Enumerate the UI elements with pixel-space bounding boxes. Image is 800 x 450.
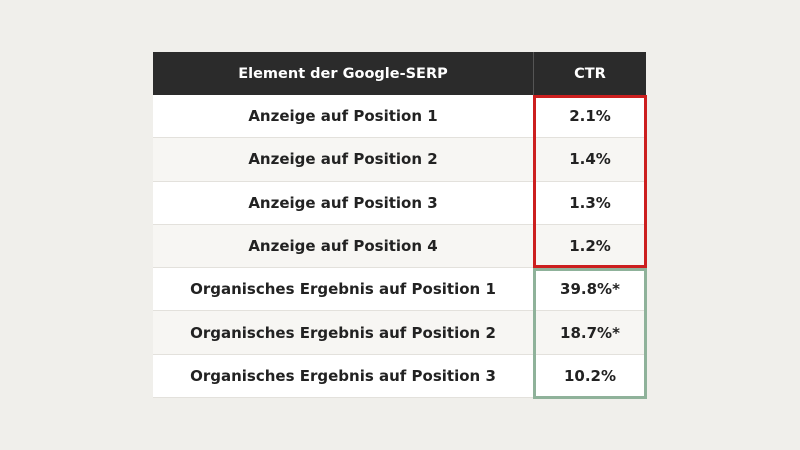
- ctr-value: 1.4%: [533, 138, 646, 181]
- ctr-value: 2.1%: [533, 95, 646, 138]
- ctr-value: 1.3%: [533, 181, 646, 224]
- serp-element: Organisches Ergebnis auf Position 1: [190, 280, 496, 299]
- table-row: Organisches Ergebnis auf Position 1 39.8%…: [153, 268, 646, 312]
- column-header: CTR: [533, 52, 646, 95]
- serp-element: Anzeige auf Position 3: [248, 193, 438, 212]
- table-row: Anzeige auf Position 3 1.3%: [153, 181, 646, 225]
- table-row: Organisches Ergebnis auf Position 3 10.2%: [153, 354, 646, 399]
- ctr-value: 39.8%*: [533, 268, 646, 311]
- column-header: Element der Google-SERP: [238, 65, 448, 82]
- serp-element: Organisches Ergebnis auf Position 3: [190, 366, 496, 385]
- header-row: Element der Google-SERP CTR: [153, 52, 646, 95]
- serp-element: Anzeige auf Position 4: [248, 237, 438, 256]
- ctr-value: 18.7%*: [533, 311, 646, 354]
- ctr-value: 10.2%: [533, 354, 646, 398]
- table-row: Anzeige auf Position 1 2.1%: [153, 95, 646, 139]
- ctr-value: 1.2%: [533, 224, 646, 268]
- table-row: Anzeige auf Position 2 1.4%: [153, 138, 646, 182]
- ctr-table: Element der Google-SERP CTR Anzeige auf …: [153, 52, 646, 399]
- serp-element: Anzeige auf Position 2: [248, 150, 438, 169]
- serp-element: Organisches Ergebnis auf Position 2: [190, 323, 496, 342]
- serp-element: Anzeige auf Position 1: [248, 107, 438, 126]
- table-row: Organisches Ergebnis auf Position 2 18.7%…: [153, 311, 646, 355]
- table-row: Anzeige auf Position 4 1.2%: [153, 224, 646, 269]
